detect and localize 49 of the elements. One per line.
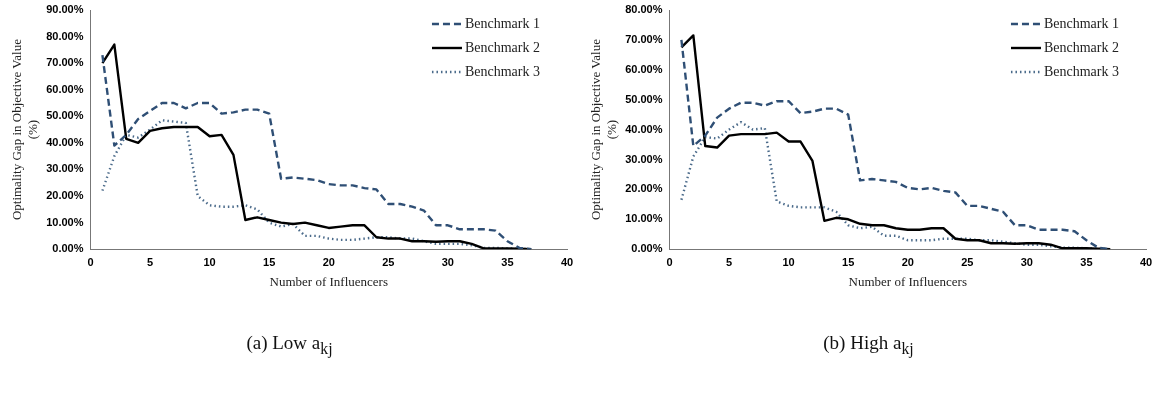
legend-label: Benchmark 3 (1043, 63, 1119, 79)
x-tick-label: 15 (263, 255, 276, 268)
y-tick-label: 10.00% (46, 215, 84, 228)
y-tick-label: 30.00% (625, 152, 663, 165)
legend-label: Benchmark 2 (1043, 39, 1119, 55)
x-tick-label: 35 (501, 255, 514, 268)
y-tick-label: 60.00% (46, 82, 84, 95)
y-tick-label: 10.00% (625, 212, 663, 225)
y-tick-label: 80.00% (46, 29, 84, 42)
y-tick-label: 50.00% (625, 92, 663, 105)
text: (a) Low a$_{kj}$ (245, 332, 334, 358)
y-tick-label: 40.00% (625, 122, 663, 135)
x-tick-label: 0 (87, 255, 94, 268)
y-tick-label: 20.00% (46, 189, 84, 202)
y-tick-label: 40.00% (46, 135, 84, 148)
x-tick-label: 40 (1139, 255, 1153, 268)
y-tick-label: 80.00% (625, 3, 663, 16)
legend-label: Benchmark 2 (464, 39, 540, 55)
y-tick-label: 0.00% (52, 242, 84, 255)
legend-label: Benchmark 1 (464, 15, 540, 31)
x-tick-label: 20 (322, 255, 335, 268)
y-tick-label: 70.00% (46, 56, 84, 69)
x-tick-label: 5 (726, 255, 733, 268)
x-tick-label: 10 (782, 255, 795, 268)
x-tick-label: 30 (441, 255, 454, 268)
x-tick-label: 40 (560, 255, 574, 268)
y-tick-label: 70.00% (625, 32, 663, 45)
y-tick-label: 90.00% (46, 3, 84, 16)
x-axis-title: Number of Influencers (848, 273, 967, 289)
x-tick-label: 5 (147, 255, 154, 268)
legend-label: Benchmark 3 (464, 63, 540, 79)
y-axis-title: Optimality Gap in Objective Value (%) (588, 38, 619, 221)
y-tick-label: 50.00% (46, 109, 84, 122)
y-tick-label: 20.00% (625, 182, 663, 195)
y-axis-title: Optimality Gap in Objective Value (%) (9, 38, 40, 221)
y-tick-label: 30.00% (46, 162, 84, 175)
x-tick-label: 0 (666, 255, 673, 268)
x-tick-label: 20 (901, 255, 914, 268)
y-tick-label: 0.00% (631, 242, 663, 255)
x-tick-label: 25 (382, 255, 395, 268)
x-tick-label: 25 (961, 255, 974, 268)
x-tick-label: 30 (1020, 255, 1033, 268)
y-tick-label: 60.00% (625, 62, 663, 75)
x-tick-label: 35 (1080, 255, 1093, 268)
legend-label: Benchmark 1 (1043, 15, 1119, 31)
x-tick-label: 15 (842, 255, 855, 268)
x-axis-title: Number of Influencers (269, 273, 388, 289)
x-tick-label: 10 (203, 255, 216, 268)
text: (b) High a$_{kj}$ (822, 332, 915, 358)
